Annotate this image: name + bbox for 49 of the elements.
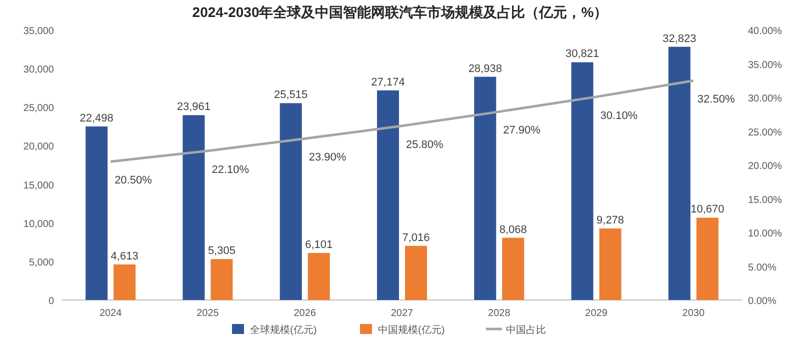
data-label: 28,938 <box>468 62 502 75</box>
data-label: 32.50% <box>697 94 735 106</box>
title: 2024-2030年全球及中国智能网联汽车市场规模及占比（亿元，%） <box>192 4 608 20</box>
data-label: 27,174 <box>371 76 405 88</box>
data-label: 4,613 <box>110 250 138 262</box>
y-tick: 5,000 <box>28 257 54 268</box>
x-tick: 2024 <box>99 308 122 319</box>
legend-text: 全球规模(亿元) <box>250 325 317 336</box>
x-tick: 2028 <box>488 308 510 319</box>
data-label: 22,498 <box>80 112 114 124</box>
data-label: 30.10% <box>600 110 638 122</box>
y-tick: 0 <box>48 296 54 307</box>
y-tick: 20,000 <box>23 142 54 153</box>
y2-tick: 15.00% <box>748 194 782 206</box>
data-label: 5,305 <box>208 245 236 258</box>
y-tick: 25,000 <box>23 103 54 114</box>
y2-tick: 35.00% <box>748 60 782 71</box>
y-tick: 30,000 <box>23 64 54 76</box>
x-tick: 2027 <box>390 308 414 319</box>
data-label: 9,278 <box>596 214 624 226</box>
legend-text: 中国占比 <box>506 325 546 336</box>
data-label: 32,823 <box>662 32 696 45</box>
data-label: 23,961 <box>176 101 211 114</box>
data-label: 25,515 <box>274 89 308 102</box>
x-tick: 2025 <box>196 308 219 319</box>
data-label: 27.90% <box>503 124 540 137</box>
y-tick: 15,000 <box>23 180 54 192</box>
data-label: 6,101 <box>305 238 333 251</box>
data-label: 22.10% <box>212 164 250 176</box>
y2-tick: 5.00% <box>748 262 776 274</box>
y2-tick: 0.00% <box>748 296 776 307</box>
data-label: 20.50% <box>114 174 152 187</box>
y2-tick: 30.00% <box>748 94 782 104</box>
y2-tick: 20.00% <box>748 161 782 172</box>
data-label: 25.80% <box>406 138 444 151</box>
data-label: 23.90% <box>308 152 346 164</box>
x-tick: 2029 <box>585 308 608 319</box>
y-tick: 35,000 <box>23 26 54 37</box>
y2-tick: 40.00% <box>748 26 782 37</box>
y2-tick: 25.00% <box>748 127 782 138</box>
x-tick: 2030 <box>682 308 705 319</box>
data-label: 8,068 <box>499 224 527 236</box>
x-tick: 2026 <box>294 308 316 319</box>
data-label: 7,016 <box>402 232 430 244</box>
data-label: 10,670 <box>690 204 724 216</box>
y2-tick: 10.00% <box>748 228 782 240</box>
data-label: 30,821 <box>565 48 600 60</box>
y-tick: 10,000 <box>23 218 54 230</box>
legend-text: 中国规模(亿元) <box>378 325 445 336</box>
